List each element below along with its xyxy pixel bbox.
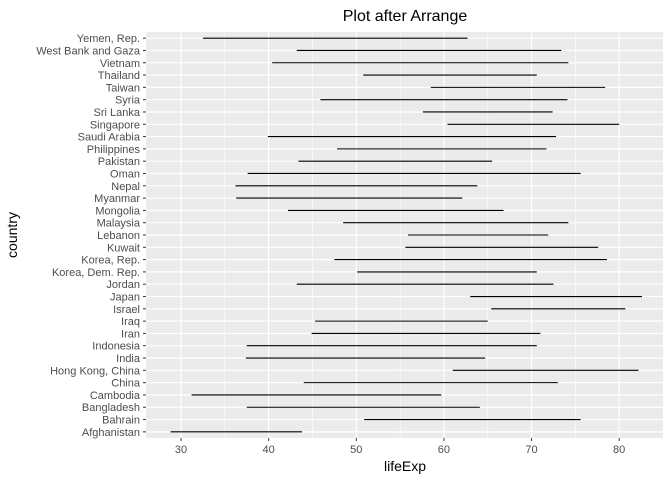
y-tick-label: Oman (110, 168, 140, 180)
y-tick-label: Mongolia (95, 205, 141, 217)
y-tick-label: West Bank and Gaza (36, 45, 141, 57)
x-tick-label: 50 (350, 444, 362, 456)
y-tick-label: Nepal (111, 181, 140, 193)
y-tick-label: Taiwan (106, 82, 140, 94)
y-tick-label: Korea, Rep. (81, 255, 140, 267)
y-tick-label: Pakistan (98, 156, 140, 168)
x-tick-label: 30 (175, 444, 187, 456)
y-tick-label: Japan (110, 292, 140, 304)
y-tick-label: Yemen, Rep. (77, 33, 140, 45)
y-tick-label: Kuwait (107, 242, 140, 254)
y-tick-label: Korea, Dem. Rep. (52, 267, 140, 279)
y-tick-label: Indonesia (92, 341, 141, 353)
y-tick-label: Cambodia (90, 390, 141, 402)
x-tick-label: 70 (525, 444, 537, 456)
y-tick-label: Syria (115, 95, 141, 107)
y-tick-label: Bahrain (102, 415, 140, 427)
x-tick-label: 80 (613, 444, 625, 456)
y-tick-label: Jordan (106, 279, 140, 291)
y-tick-label: Malaysia (97, 218, 141, 230)
y-axis-ticks: AfghanistanBahrainBangladeshCambodiaChin… (36, 33, 146, 439)
x-tick-label: 60 (438, 444, 450, 456)
y-tick-label: Iraq (121, 316, 140, 328)
y-tick-label: Thailand (98, 70, 140, 82)
y-tick-label: Vietnam (100, 58, 140, 70)
chart-title: Plot after Arrange (343, 8, 468, 25)
y-tick-label: Philippines (87, 144, 141, 156)
y-tick-label: Myanmar (94, 193, 140, 205)
x-axis-title: lifeExp (384, 458, 426, 474)
range-segments (170, 37, 642, 433)
x-tick-label: 40 (263, 444, 275, 456)
y-tick-label: Saudi Arabia (78, 132, 141, 144)
y-tick-label: Afghanistan (82, 427, 140, 439)
y-tick-label: Hong Kong, China (50, 365, 141, 377)
y-tick-label: Lebanon (97, 230, 140, 242)
y-tick-label: Singapore (90, 119, 140, 131)
x-axis-ticks: 30 40 50 60 70 80 (175, 438, 625, 456)
y-tick-label: Israel (113, 304, 140, 316)
y-tick-label: India (116, 353, 141, 365)
y-tick-label: Iran (121, 328, 140, 340)
y-tick-label: Sri Lanka (94, 107, 141, 119)
y-tick-label: Bangladesh (82, 402, 140, 414)
y-tick-label: China (111, 378, 141, 390)
y-axis-title: country (4, 212, 20, 258)
